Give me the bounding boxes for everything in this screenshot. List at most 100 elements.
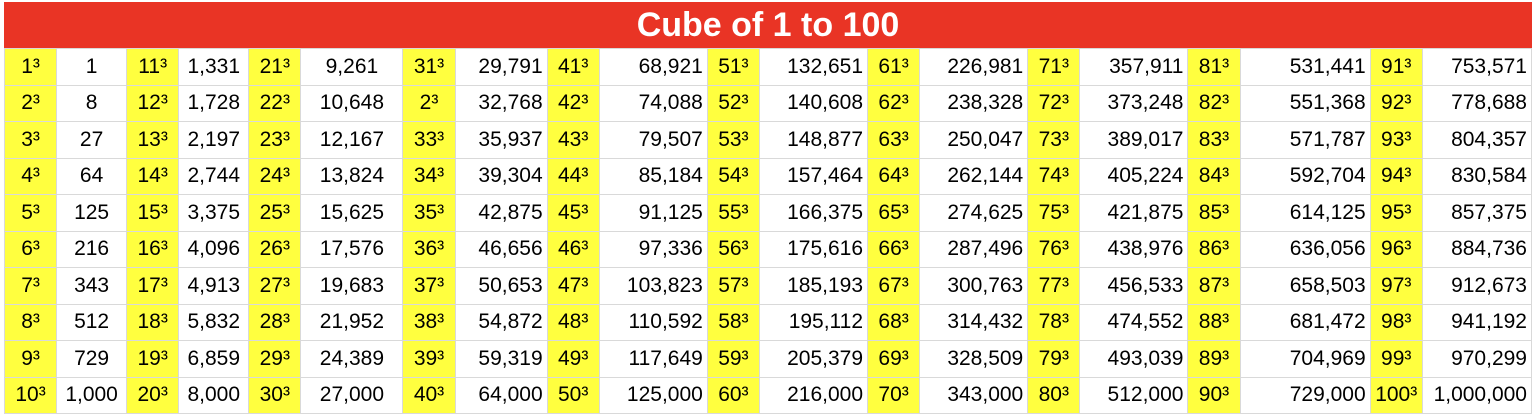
cube-label: 15³	[126, 194, 180, 232]
cube-value: 21,952	[300, 303, 404, 341]
cube-value: 1,728	[178, 84, 250, 122]
cube-value: 216,000	[758, 376, 869, 414]
cube-value: 27	[56, 121, 128, 159]
cube-value: 314,432	[919, 303, 1029, 341]
cube-label: 43³	[546, 121, 600, 159]
cube-value: 421,875	[1079, 194, 1189, 232]
cube-value: 729,000	[1239, 376, 1371, 414]
cube-label: 37³	[402, 267, 456, 305]
table-row: 3³ 27 13³ 2,197 23³ 12,167 33³ 35,937 43³ 79,507 5…	[3, 121, 1533, 159]
cube-label: 36³	[402, 230, 456, 268]
cube-label: 5³	[3, 194, 58, 232]
cube-value: 804,357	[1421, 121, 1533, 159]
cube-label: 6³	[3, 230, 58, 268]
cube-value: 2,197	[178, 121, 250, 159]
cube-label: 53³	[706, 121, 760, 159]
table-row: 2³ 8 12³ 1,728 22³ 10,648 2³ 32,768 42³ 74,088 52³…	[3, 84, 1533, 122]
cube-value: 42,875	[454, 194, 548, 232]
cube-label: 33³	[402, 121, 456, 159]
table-row: 10³ 1,000 20³ 8,000 30³ 27,000 40³ 64,000 50³ 125…	[3, 376, 1533, 414]
cube-label: 58³	[706, 303, 760, 341]
cube-value: 274,625	[919, 194, 1029, 232]
cube-label: 27³	[248, 267, 302, 305]
cube-label: 42³	[546, 84, 600, 122]
cube-label: 94³	[1369, 157, 1423, 195]
cube-value: 216	[56, 230, 128, 268]
cube-value: 262,144	[919, 157, 1029, 195]
cube-value: 148,877	[758, 121, 869, 159]
cube-value: 8	[56, 84, 128, 122]
cube-value: 941,192	[1421, 303, 1533, 341]
cube-label: 1³	[3, 48, 58, 86]
cube-value: 9,261	[300, 48, 404, 86]
cube-label: 57³	[706, 267, 760, 305]
cube-label: 95³	[1369, 194, 1423, 232]
cube-value: 405,224	[1079, 157, 1189, 195]
cube-label: 41³	[546, 48, 600, 86]
cube-label: 98³	[1369, 303, 1423, 341]
cube-label: 65³	[867, 194, 921, 232]
cube-value: 343	[56, 267, 128, 305]
cube-value: 27,000	[300, 376, 404, 414]
cube-value: 54,872	[454, 303, 548, 341]
cube-value: 884,736	[1421, 230, 1533, 268]
cube-value: 97,336	[598, 230, 708, 268]
cube-value: 110,592	[598, 303, 708, 341]
cube-value: 85,184	[598, 157, 708, 195]
cube-value: 50,653	[454, 267, 548, 305]
cube-label: 77³	[1027, 267, 1081, 305]
cube-value: 250,047	[919, 121, 1029, 159]
cube-value: 74,088	[598, 84, 708, 122]
cube-label: 75³	[1027, 194, 1081, 232]
cube-label: 87³	[1187, 267, 1241, 305]
cube-label: 19³	[126, 340, 180, 378]
cube-value: 287,496	[919, 230, 1029, 268]
cube-label: 45³	[546, 194, 600, 232]
cube-value: 389,017	[1079, 121, 1189, 159]
cube-label: 64³	[867, 157, 921, 195]
table-row: 4³ 64 14³ 2,744 24³ 13,824 34³ 39,304 44³ 85,184 5…	[3, 157, 1533, 195]
cube-value: 125,000	[598, 376, 708, 414]
table-row: 7³ 343 17³ 4,913 27³ 19,683 37³ 50,653 47³ 103,82…	[3, 267, 1533, 305]
cube-value: 8,000	[178, 376, 250, 414]
cube-value: 438,976	[1079, 230, 1189, 268]
cube-value: 970,299	[1421, 340, 1533, 378]
cube-label: 70³	[867, 376, 921, 414]
cube-label: 24³	[248, 157, 302, 195]
cube-value: 12,167	[300, 121, 404, 159]
cube-label: 74³	[1027, 157, 1081, 195]
cube-value: 571,787	[1239, 121, 1371, 159]
cube-value: 551,368	[1239, 84, 1371, 122]
cube-label: 34³	[402, 157, 456, 195]
cube-value: 125	[56, 194, 128, 232]
cube-label: 76³	[1027, 230, 1081, 268]
cube-value: 157,464	[758, 157, 869, 195]
cube-value: 238,328	[919, 84, 1029, 122]
cube-label: 61³	[867, 48, 921, 86]
cube-label: 91³	[1369, 48, 1423, 86]
cube-label: 83³	[1187, 121, 1241, 159]
table-row: 6³ 216 16³ 4,096 26³ 17,576 36³ 46,656 46³ 97,336…	[3, 230, 1533, 268]
cube-value: 512,000	[1079, 376, 1189, 414]
cube-label: 20³	[126, 376, 180, 414]
cube-label: 90³	[1187, 376, 1241, 414]
cube-value: 46,656	[454, 230, 548, 268]
cube-value: 166,375	[758, 194, 869, 232]
cube-label: 59³	[706, 340, 760, 378]
cube-value: 857,375	[1421, 194, 1533, 232]
cube-label: 30³	[248, 376, 302, 414]
cube-value: 10,648	[300, 84, 404, 122]
cube-label: 66³	[867, 230, 921, 268]
cube-label: 60³	[706, 376, 760, 414]
cube-label: 63³	[867, 121, 921, 159]
cube-label: 72³	[1027, 84, 1081, 122]
cube-label: 100³	[1369, 376, 1423, 414]
cube-label: 22³	[248, 84, 302, 122]
cube-value: 729	[56, 340, 128, 378]
cube-value: 29,791	[454, 48, 548, 86]
cube-label: 3³	[3, 121, 58, 159]
cube-label: 48³	[546, 303, 600, 341]
cube-label: 79³	[1027, 340, 1081, 378]
cube-label: 93³	[1369, 121, 1423, 159]
cube-label: 11³	[126, 48, 180, 86]
